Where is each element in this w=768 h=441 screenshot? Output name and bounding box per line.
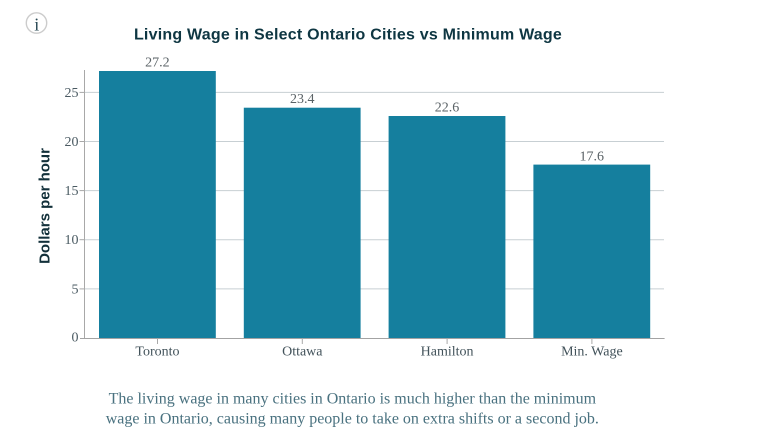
svg-text:The living wage in many cities: The living wage in many cities in Ontari… [109,390,597,407]
svg-text:Living Wage in Select Ontario: Living Wage in Select Ontario Cities vs … [134,27,562,44]
svg-text:23.4: 23.4 [290,92,315,107]
svg-text:i: i [34,14,39,34]
svg-text:5: 5 [72,282,79,297]
svg-text:17.6: 17.6 [580,150,605,165]
svg-text:15: 15 [65,184,79,199]
svg-text:wage in Ontario, causing many: wage in Ontario, causing many people to … [106,411,599,428]
svg-text:25: 25 [65,86,79,101]
svg-text:Ottawa: Ottawa [282,345,323,360]
svg-text:27.2: 27.2 [145,56,170,71]
svg-text:Min. Wage: Min. Wage [561,345,623,360]
svg-text:10: 10 [65,233,79,248]
svg-text:0: 0 [72,331,79,346]
svg-text:Toronto: Toronto [135,345,179,360]
svg-text:22.6: 22.6 [435,101,460,116]
svg-text:Hamilton: Hamilton [421,345,474,360]
svg-text:Dollars per hour: Dollars per hour [37,148,54,264]
svg-text:20: 20 [65,135,79,150]
